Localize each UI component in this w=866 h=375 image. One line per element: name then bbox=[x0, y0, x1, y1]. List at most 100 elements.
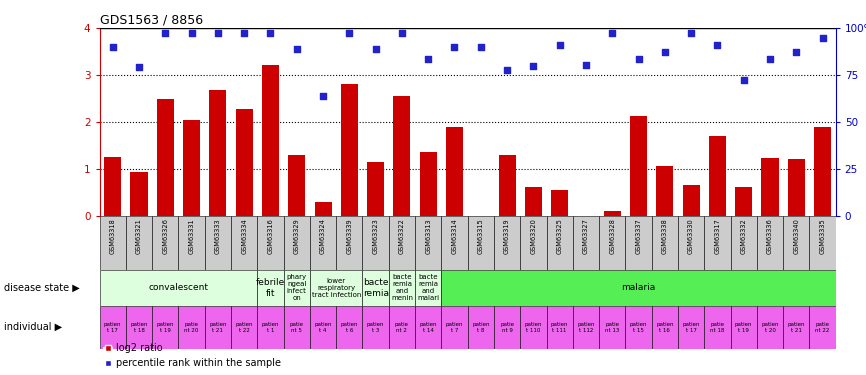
Text: GSM63337: GSM63337 bbox=[636, 218, 642, 254]
Point bbox=[816, 34, 830, 40]
FancyBboxPatch shape bbox=[415, 306, 442, 349]
Text: GSM63313: GSM63313 bbox=[425, 218, 431, 254]
FancyBboxPatch shape bbox=[204, 306, 231, 349]
FancyBboxPatch shape bbox=[257, 270, 284, 306]
Text: patien
t 19: patien t 19 bbox=[157, 322, 174, 333]
FancyBboxPatch shape bbox=[231, 216, 257, 270]
Point bbox=[342, 30, 356, 36]
Text: lower
respiratory
tract infection: lower respiratory tract infection bbox=[312, 278, 361, 298]
FancyBboxPatch shape bbox=[284, 216, 310, 270]
FancyBboxPatch shape bbox=[284, 306, 310, 349]
FancyBboxPatch shape bbox=[757, 216, 783, 270]
Point bbox=[605, 30, 619, 36]
Text: patien
t 3: patien t 3 bbox=[367, 322, 385, 333]
FancyBboxPatch shape bbox=[442, 216, 468, 270]
Point bbox=[106, 44, 120, 50]
Point bbox=[263, 30, 277, 36]
Text: patie
nt 13: patie nt 13 bbox=[605, 322, 619, 333]
Text: patien
t 21: patien t 21 bbox=[210, 322, 227, 333]
Point bbox=[184, 30, 198, 36]
Text: GSM63325: GSM63325 bbox=[557, 218, 563, 254]
Text: GSM63339: GSM63339 bbox=[346, 218, 352, 254]
Text: GSM63333: GSM63333 bbox=[215, 218, 221, 254]
FancyBboxPatch shape bbox=[546, 306, 572, 349]
FancyBboxPatch shape bbox=[468, 216, 494, 270]
Point bbox=[316, 93, 330, 99]
FancyBboxPatch shape bbox=[625, 216, 651, 270]
FancyBboxPatch shape bbox=[389, 270, 415, 306]
Point bbox=[579, 62, 593, 68]
FancyBboxPatch shape bbox=[678, 306, 704, 349]
Text: patie
nt 5: patie nt 5 bbox=[290, 322, 304, 333]
Text: GSM63327: GSM63327 bbox=[583, 218, 589, 254]
Text: patien
t 14: patien t 14 bbox=[419, 322, 437, 333]
Bar bbox=[551, 190, 568, 216]
Text: febrile
fit: febrile fit bbox=[255, 278, 285, 297]
Bar bbox=[604, 211, 621, 216]
Text: GSM63323: GSM63323 bbox=[372, 218, 378, 254]
FancyBboxPatch shape bbox=[731, 216, 757, 270]
Text: GDS1563 / 8856: GDS1563 / 8856 bbox=[100, 14, 203, 27]
Bar bbox=[183, 120, 200, 216]
Text: bacte
remia
and
menin: bacte remia and menin bbox=[391, 274, 413, 302]
Text: convalescent: convalescent bbox=[148, 284, 209, 292]
Text: patien
t 111: patien t 111 bbox=[551, 322, 568, 333]
Text: patien
t 16: patien t 16 bbox=[656, 322, 674, 333]
FancyBboxPatch shape bbox=[651, 216, 678, 270]
Text: patien
t 18: patien t 18 bbox=[130, 322, 148, 333]
Text: GSM63328: GSM63328 bbox=[610, 218, 615, 254]
Point bbox=[789, 49, 803, 55]
Text: GSM63329: GSM63329 bbox=[294, 218, 300, 254]
Legend: log2 ratio, percentile rank within the sample: log2 ratio, percentile rank within the s… bbox=[105, 344, 281, 368]
Text: GSM63332: GSM63332 bbox=[740, 218, 746, 254]
FancyBboxPatch shape bbox=[126, 216, 152, 270]
FancyBboxPatch shape bbox=[389, 306, 415, 349]
FancyBboxPatch shape bbox=[783, 306, 810, 349]
Bar bbox=[682, 185, 700, 216]
FancyBboxPatch shape bbox=[494, 216, 520, 270]
Text: phary
ngeal
infect
on: phary ngeal infect on bbox=[287, 274, 307, 302]
Text: patien
t 22: patien t 22 bbox=[236, 322, 253, 333]
Text: GSM63336: GSM63336 bbox=[767, 218, 773, 254]
Text: patien
t 6: patien t 6 bbox=[340, 322, 358, 333]
FancyBboxPatch shape bbox=[651, 306, 678, 349]
FancyBboxPatch shape bbox=[231, 306, 257, 349]
Point bbox=[684, 30, 698, 36]
Bar bbox=[393, 96, 410, 216]
FancyBboxPatch shape bbox=[810, 306, 836, 349]
FancyBboxPatch shape bbox=[625, 306, 651, 349]
FancyBboxPatch shape bbox=[363, 306, 389, 349]
Point bbox=[631, 56, 645, 62]
FancyBboxPatch shape bbox=[572, 216, 599, 270]
Bar bbox=[341, 84, 358, 216]
Text: GSM63315: GSM63315 bbox=[478, 218, 484, 254]
Bar bbox=[735, 188, 753, 216]
Text: patie
nt 2: patie nt 2 bbox=[395, 322, 409, 333]
FancyBboxPatch shape bbox=[257, 306, 284, 349]
FancyBboxPatch shape bbox=[284, 270, 310, 306]
FancyBboxPatch shape bbox=[363, 270, 389, 306]
FancyBboxPatch shape bbox=[520, 306, 546, 349]
FancyBboxPatch shape bbox=[152, 306, 178, 349]
FancyBboxPatch shape bbox=[599, 306, 625, 349]
FancyBboxPatch shape bbox=[100, 270, 257, 306]
Text: GSM63334: GSM63334 bbox=[242, 218, 247, 254]
Text: malaria: malaria bbox=[622, 284, 656, 292]
Bar bbox=[262, 64, 279, 216]
Text: patien
t 8: patien t 8 bbox=[472, 322, 489, 333]
FancyBboxPatch shape bbox=[704, 306, 731, 349]
Point bbox=[710, 42, 724, 48]
Text: GSM63324: GSM63324 bbox=[320, 218, 326, 254]
Point bbox=[658, 49, 672, 55]
FancyBboxPatch shape bbox=[363, 216, 389, 270]
FancyBboxPatch shape bbox=[310, 216, 336, 270]
Bar bbox=[288, 154, 306, 216]
FancyBboxPatch shape bbox=[100, 306, 126, 349]
Bar bbox=[709, 136, 726, 216]
Bar bbox=[420, 152, 436, 216]
Point bbox=[501, 68, 514, 74]
FancyBboxPatch shape bbox=[704, 216, 731, 270]
Point bbox=[290, 46, 304, 52]
Text: GSM63326: GSM63326 bbox=[162, 218, 168, 254]
FancyBboxPatch shape bbox=[520, 216, 546, 270]
